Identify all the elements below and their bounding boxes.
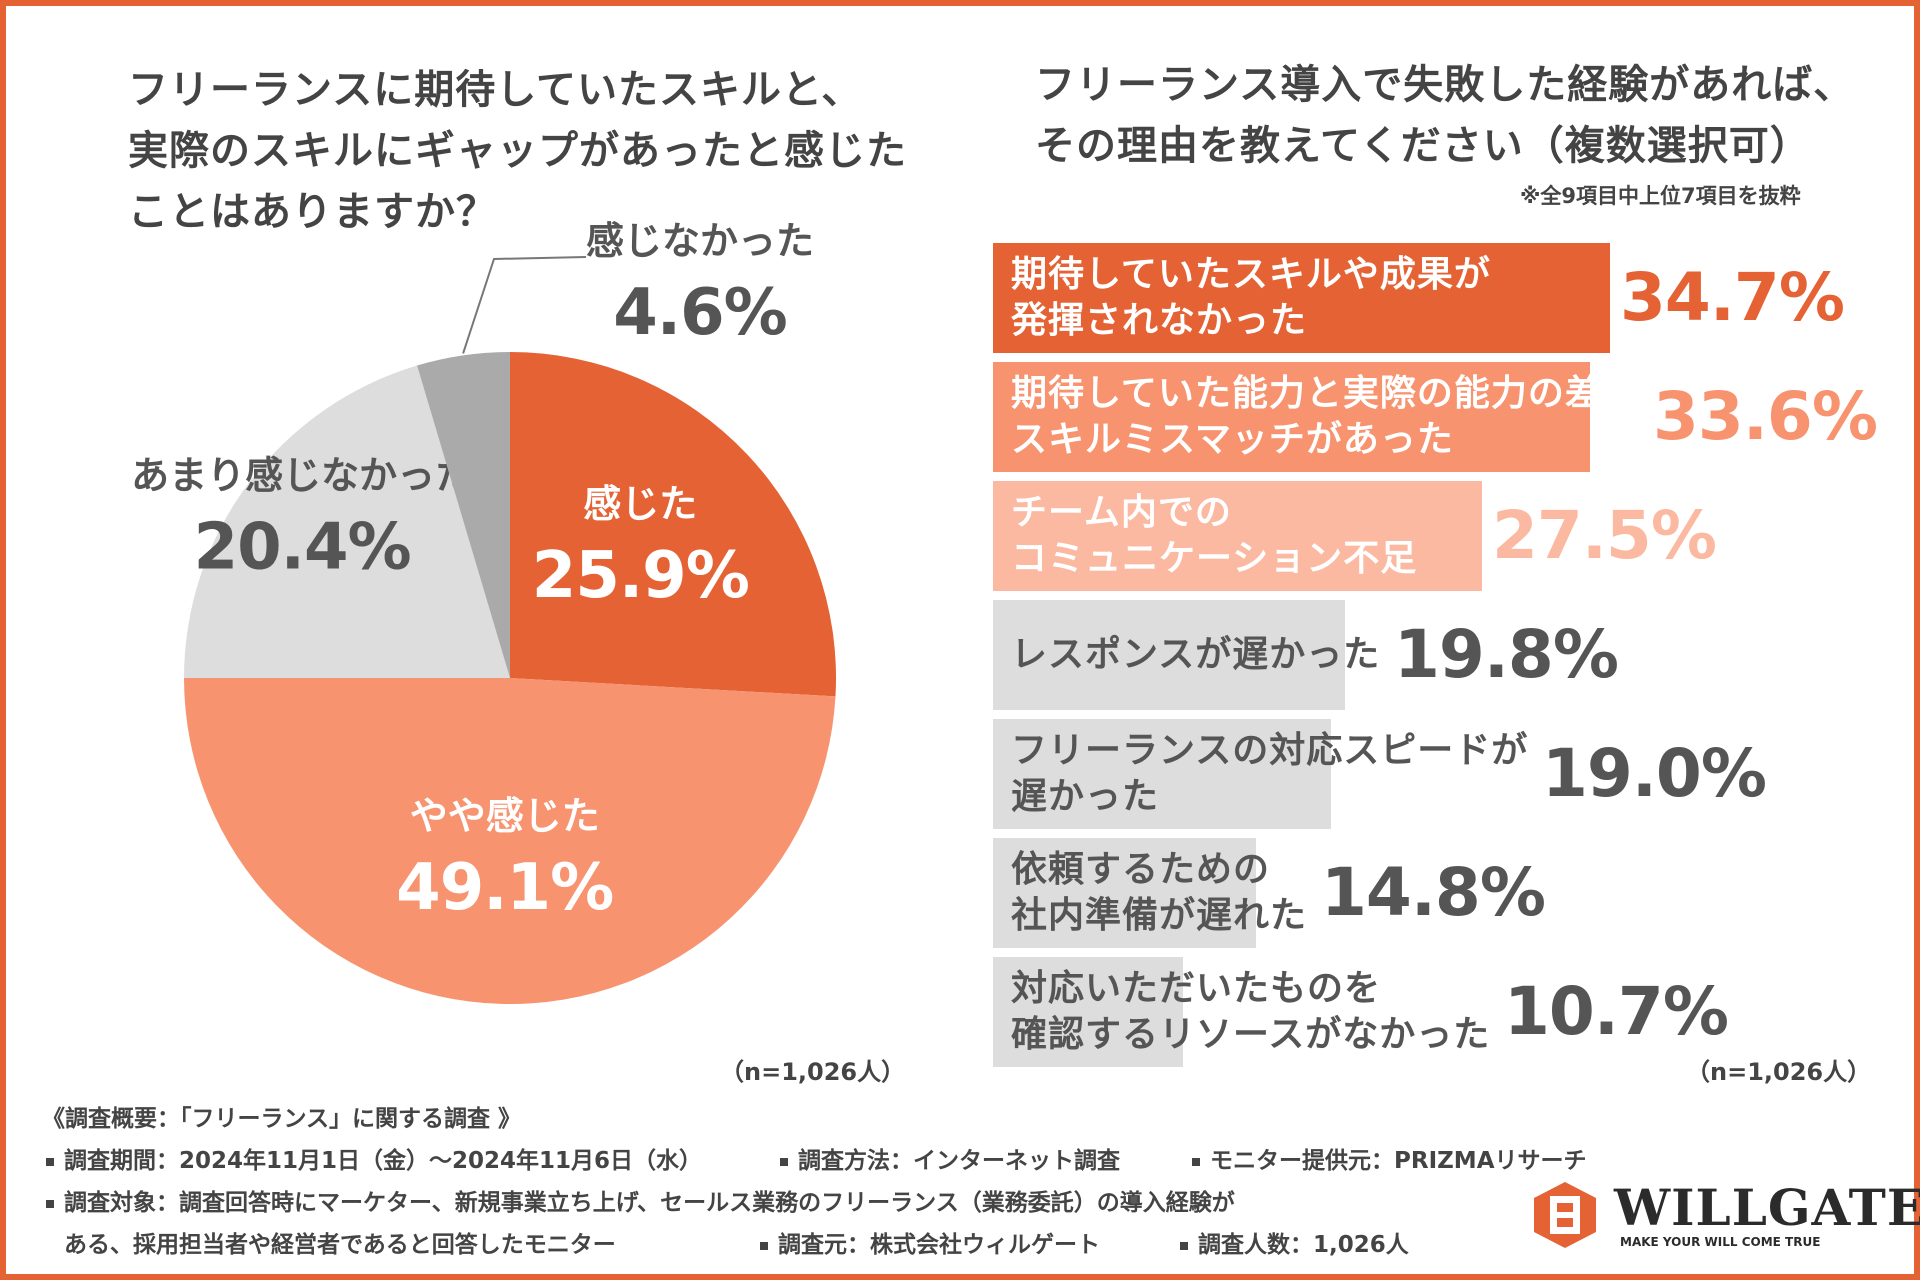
bullet-square-icon (760, 1241, 768, 1250)
pie-slice-label: 感じなかった (586, 219, 814, 263)
bar-value-label: 34.7% (1620, 259, 1845, 336)
survey-item: モニター提供元：PRIZMAリサーチ (1188, 1140, 1587, 1182)
survey-row: ある、採用担当者や経営者であると回答したモニター 調査元：株式会社ウィルゲート 調査… (42, 1224, 1587, 1266)
pie-slice-value: 20.4% (194, 511, 411, 585)
bar-category-line: 発揮されなかった (1011, 300, 1308, 341)
logo-wordmark: WILLGATE (1614, 1178, 1920, 1237)
survey-summary: 《調査概要：「フリーランス」に関する調査 》 調査期間：2024年11月1日（金… (42, 1098, 1587, 1266)
bar (993, 362, 1590, 472)
bar-value-label: 27.5% (1492, 497, 1717, 574)
bar-category-line: 確認するリソースがなかった (1011, 1014, 1491, 1055)
willgate-logo-mark-icon (1534, 1182, 1596, 1248)
survey-source: 調査元：株式会社ウィルゲート (778, 1232, 1100, 1258)
bar-category-line: 社内準備が遅れた (1011, 895, 1308, 936)
bar-category-line: チーム内での (1011, 492, 1232, 533)
bar-value-label: 14.8% (1321, 854, 1546, 931)
pie-slice (417, 351, 510, 678)
bar-title-line: フリーランス導入で失敗した経験があれば、 (1035, 62, 1855, 108)
survey-row: 調査期間：2024年11月1日（金）～2024年11月6日（水） 調査方法：インタ… (42, 1140, 1587, 1182)
bar-category-line: 依頼するための (1011, 849, 1271, 890)
pie-slice-value: 4.6% (613, 276, 787, 350)
bar-value-label: 33.6% (1653, 378, 1878, 455)
bar-category-label: レスポンスが遅かった (1011, 632, 1380, 678)
pie-slice-label: 感じた (583, 482, 697, 526)
bar (993, 481, 1482, 591)
bar-category-line: 対応いただいたものを (1011, 968, 1382, 1009)
bar-title-line: その理由を教えてください（複数選択可） (1035, 123, 1811, 169)
bar-category-line: フリーランスの対応スピードが (1011, 730, 1529, 771)
survey-item: 調査元：株式会社ウィルゲート (756, 1224, 1176, 1266)
survey-provider: モニター提供元：PRIZMAリサーチ (1210, 1148, 1587, 1174)
bar-value-label: 19.8% (1394, 616, 1619, 693)
pie-slice (184, 365, 510, 678)
pie-title-line: フリーランスに期待していたスキルと、 (128, 67, 863, 113)
pie-slice-label: やや感じた (410, 794, 600, 838)
bullet-square-icon (1180, 1241, 1188, 1250)
bar-chart-title: フリーランス導入で失敗した経験があれば、 その理由を教えてください（複数選択可） (1035, 55, 1854, 177)
bar-chart-note: ※全9項目中上位7項目を抜粋 (1520, 184, 1801, 208)
survey-target: 調査対象：調査回答時にマーケター、新規事業立ち上げ、セールス業務のフリーランス（… (64, 1190, 1235, 1216)
willgate-logo: WILLGATE MAKE YOUR WILL COME TRUE (1528, 1178, 1920, 1250)
bullet-square-icon (46, 1199, 54, 1208)
survey-heading: 《調査概要：「フリーランス」に関する調査 》 (42, 1106, 522, 1132)
bar-category-label: 期待していたスキルや成果が 発揮されなかった (1011, 252, 1491, 344)
pie-slice-value: 49.1% (396, 851, 613, 925)
bar-category-line: スキルミスマッチがあった (1011, 419, 1454, 460)
bar-category-line: 期待していた能力と実際の能力の差の (1011, 373, 1639, 414)
pie-slice-value: 25.9% (532, 539, 749, 613)
survey-target-cont: ある、採用担当者や経営者であると回答したモニター (64, 1232, 616, 1258)
pie-sample-size: （n=1,026人） (720, 1058, 906, 1086)
survey-method: 調査方法：インターネット調査 (798, 1148, 1120, 1174)
pie-chart-title: フリーランスに期待していたスキルと、 実際のスキルにギャップがあったと感じた こ… (128, 60, 907, 243)
bar-sample-size: （n=1,026人） (1686, 1058, 1872, 1086)
logo-tagline: MAKE YOUR WILL COME TRUE (1620, 1235, 1821, 1249)
bar (993, 957, 1183, 1067)
bar-category-label: 対応いただいたものを確認するリソースがなかった (1011, 966, 1490, 1058)
bar (993, 719, 1331, 829)
bar-category-line: コミュニケーション不足 (1011, 538, 1418, 579)
pie-leader-line (462, 256, 587, 354)
bar-category-label: 依頼するための 社内準備が遅れた (1011, 847, 1307, 939)
survey-item: 調査人数：1,026人 (1176, 1224, 1409, 1266)
bar (993, 600, 1345, 710)
bar-category-line: レスポンスが遅かった (1011, 634, 1381, 675)
survey-row: 調査対象：調査回答時にマーケター、新規事業立ち上げ、セールス業務のフリーランス（… (42, 1182, 1587, 1224)
bullet-square-icon (1192, 1157, 1200, 1166)
pie-slice (510, 352, 837, 697)
bar-value-label: 10.7% (1504, 973, 1729, 1050)
bar-category-line: 期待していたスキルや成果が (1011, 254, 1491, 295)
bar-category-label: 期待していた能力と実際の能力の差の スキルミスマッチがあった (1011, 371, 1639, 463)
bullet-square-icon (46, 1157, 54, 1166)
bar (993, 838, 1256, 948)
bar-category-label: フリーランスの対応スピードが 遅かった (1011, 728, 1528, 820)
survey-item: 調査方法：インターネット調査 (776, 1140, 1188, 1182)
bar-category-line: 遅かった (1011, 776, 1160, 817)
pie-slice (184, 678, 836, 1005)
bar-category-label: チーム内でのコミュニケーション不足 (1011, 490, 1417, 582)
bar-value-label: 19.0% (1542, 735, 1767, 812)
bar (993, 243, 1610, 353)
survey-item: 調査期間：2024年11月1日（金）～2024年11月6日（水） (42, 1140, 776, 1182)
pie-slice-label: あまり感じなかった (131, 454, 473, 498)
survey-respondents: 調査人数：1,026人 (1198, 1232, 1409, 1258)
bullet-square-icon (780, 1157, 788, 1166)
pie-title-line: ことはありますか？ (128, 189, 497, 235)
survey-period: 調査期間：2024年11月1日（金）～2024年11月6日（水） (64, 1148, 703, 1174)
pie-title-line: 実際のスキルにギャップがあったと感じた (128, 128, 907, 174)
